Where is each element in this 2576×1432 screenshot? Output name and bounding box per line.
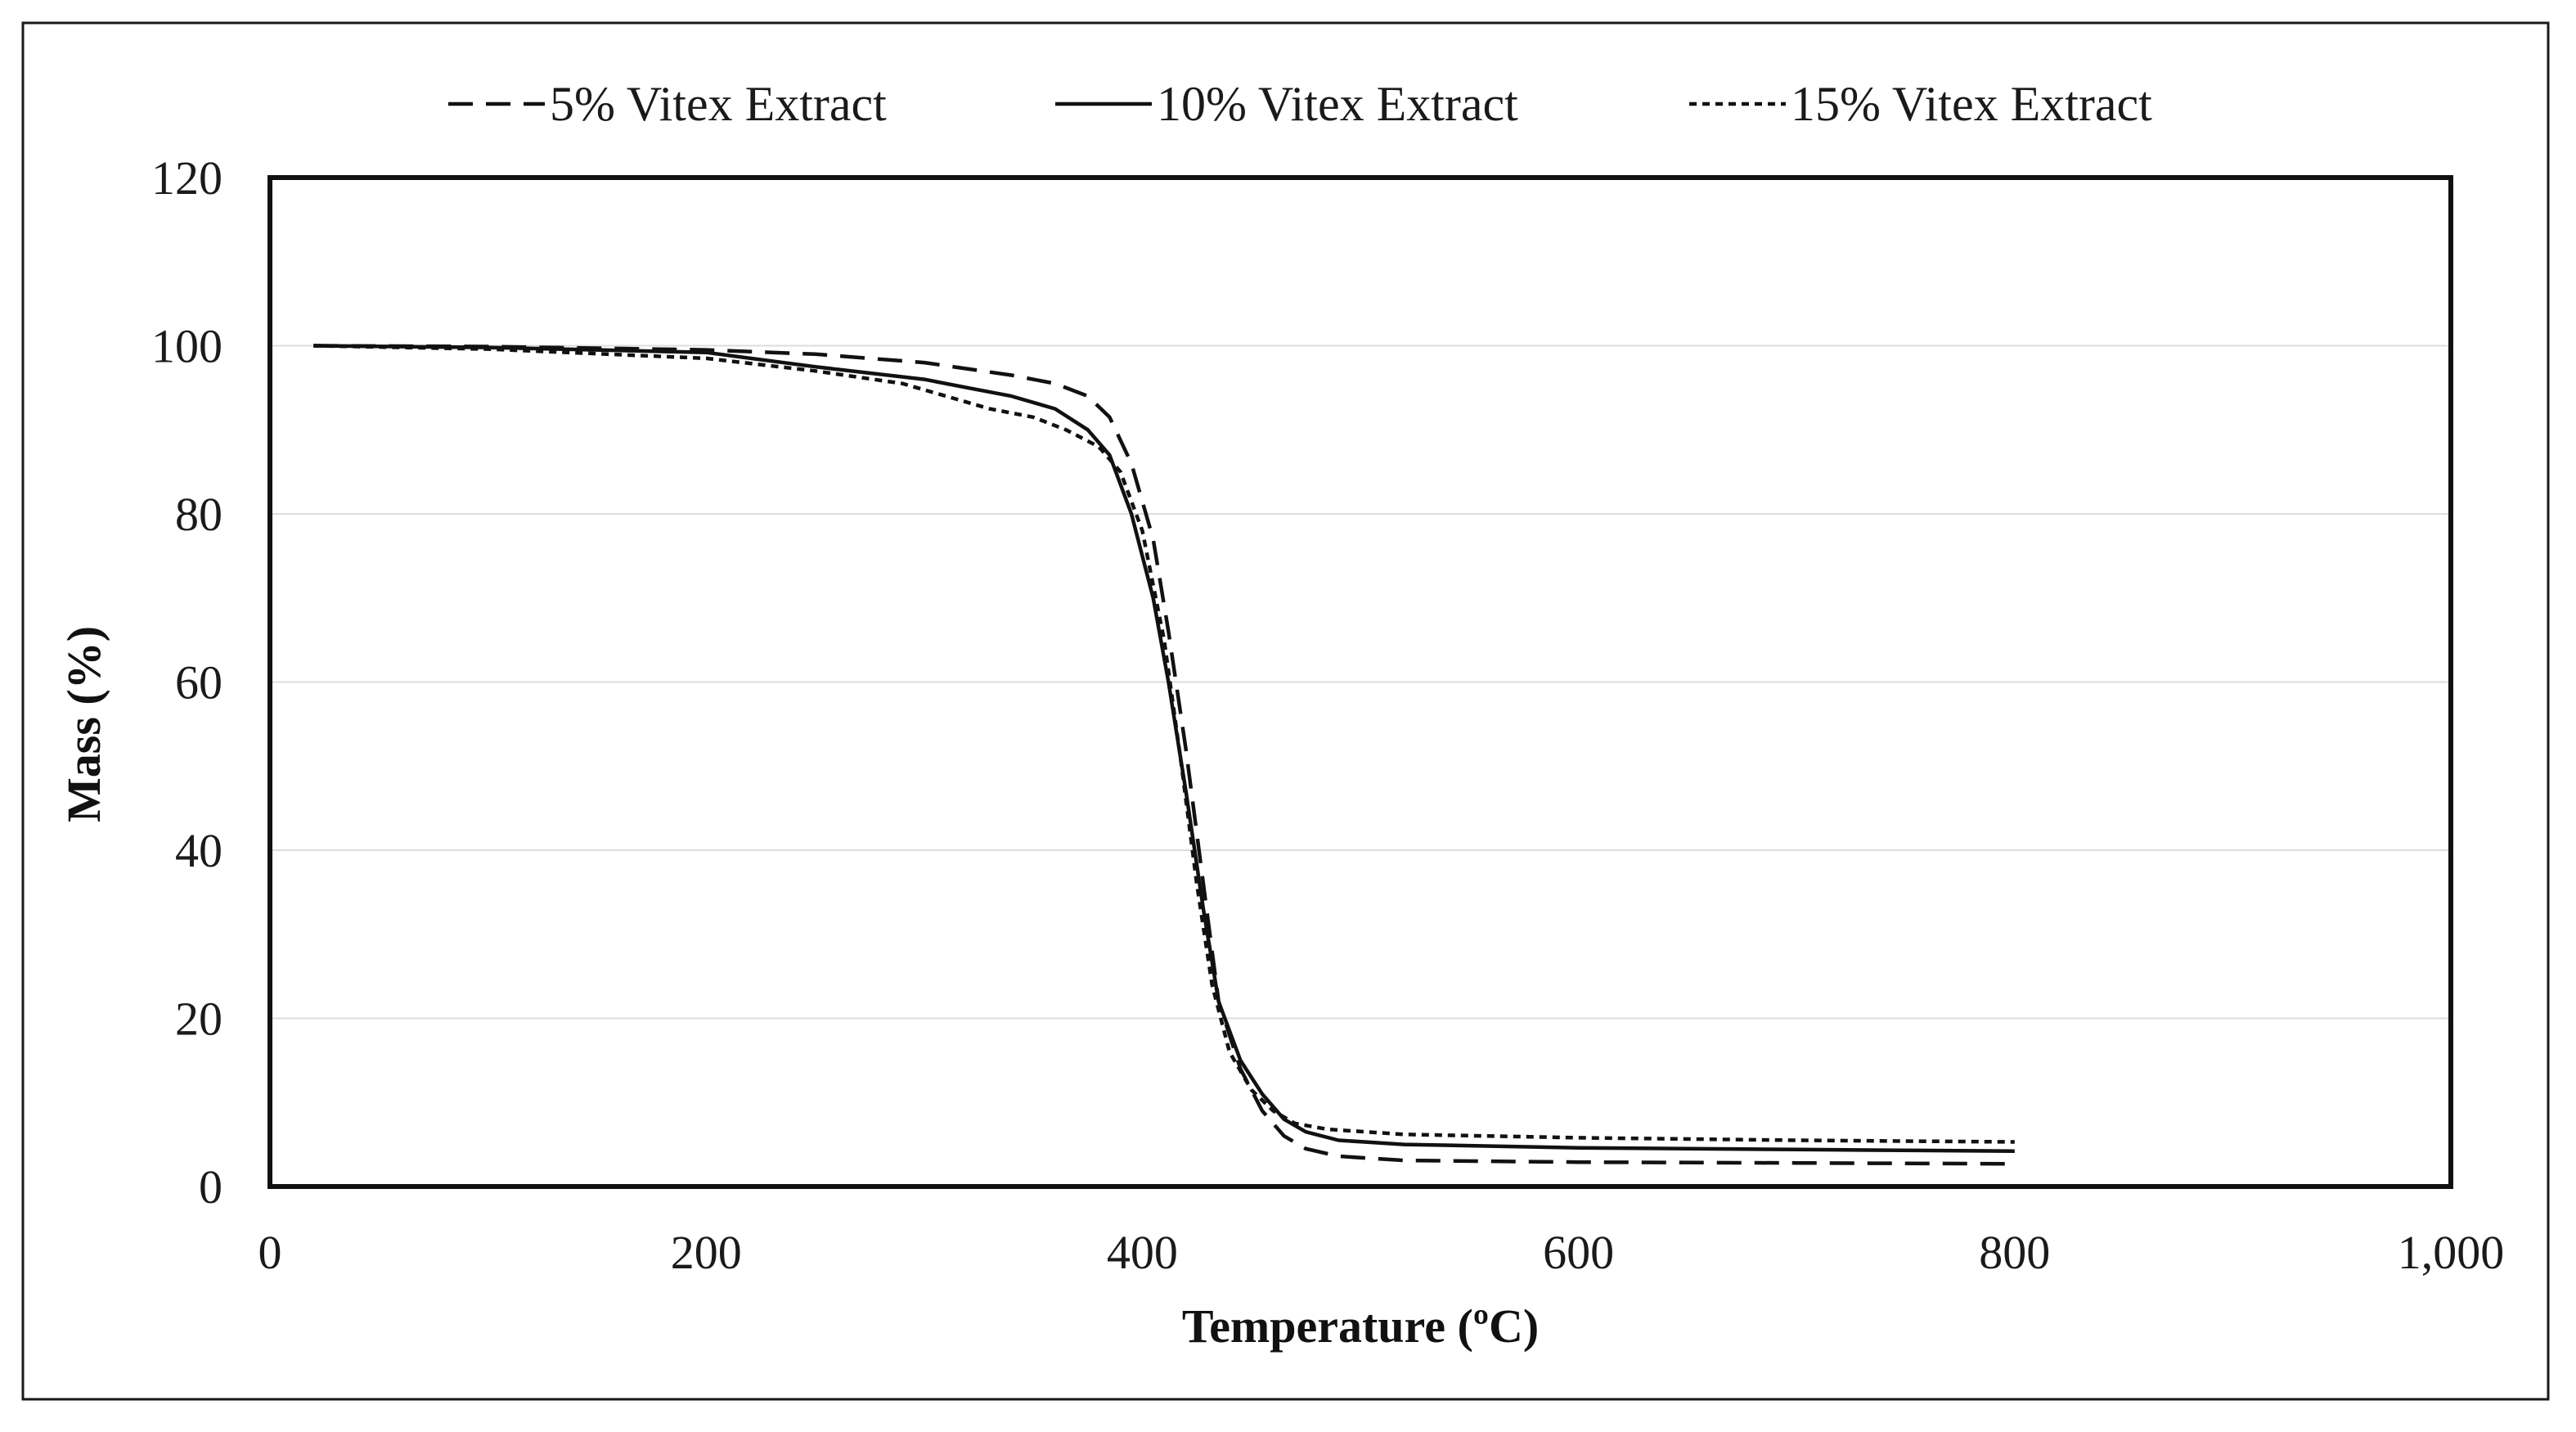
y-tick-label: 100 [151, 320, 223, 373]
chart-outer-frame [21, 21, 2550, 1401]
x-axis-ticks: 0 200 400 600 800 1,000 [258, 1226, 2505, 1279]
x-tick-label: 1,000 [2398, 1226, 2505, 1279]
y-axis-ticks: 0 20 40 60 80 100 120 [151, 151, 223, 1214]
y-tick-label: 20 [175, 993, 223, 1046]
x-axis-title: Temperature (ºC) [1182, 1299, 1539, 1353]
y-tick-label: 80 [175, 488, 223, 541]
y-tick-label: 0 [199, 1160, 223, 1214]
series-lines [313, 344, 2015, 1166]
x-tick-label: 800 [1979, 1226, 2050, 1279]
y-tick-label: 120 [151, 151, 223, 205]
legend: 5% Vitex Extract 10% Vitex Extract 15% Vit… [448, 77, 2152, 131]
y-tick-label: 40 [175, 824, 223, 877]
legend-label-2: 10% Vitex Extract [1157, 77, 1518, 131]
plot-area-border [267, 175, 2453, 1189]
x-tick-label: 400 [1107, 1226, 1178, 1279]
gridlines [270, 344, 2451, 1020]
x-tick-label: 200 [671, 1226, 742, 1279]
series-line-1 [313, 344, 2015, 1166]
y-axis-title: Mass (%) [57, 626, 110, 822]
legend-label-1: 5% Vitex Extract [550, 77, 887, 131]
y-tick-label: 60 [175, 656, 223, 709]
x-tick-label: 0 [258, 1226, 282, 1279]
x-tick-label: 600 [1543, 1226, 1614, 1279]
series-line-3 [313, 344, 2015, 1144]
legend-label-3: 15% Vitex Extract [1791, 77, 2152, 131]
